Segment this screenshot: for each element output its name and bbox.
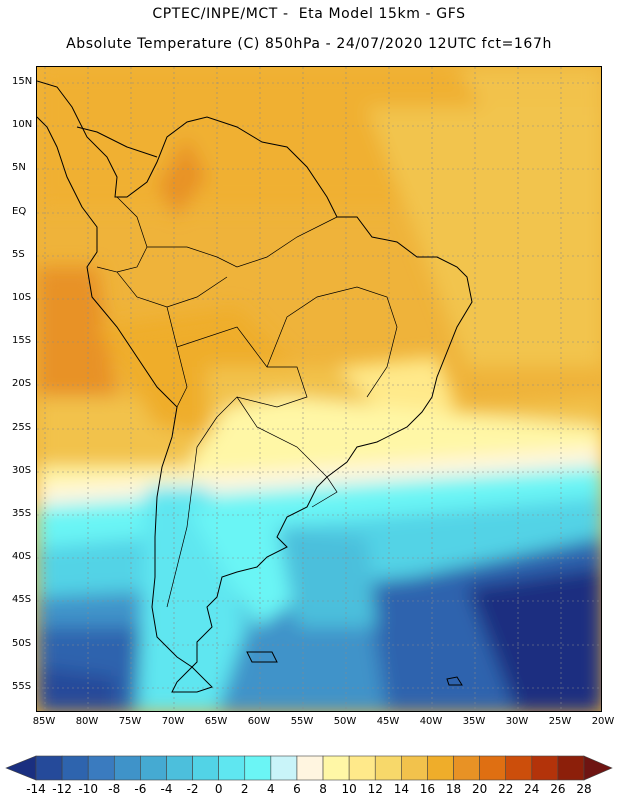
colorbar-tick-label: -4	[160, 782, 173, 796]
country-borders	[96, 196, 398, 608]
colorbar-swatch	[270, 755, 298, 781]
colorbar-tick-label: 20	[471, 782, 488, 796]
lat-label: EQ	[12, 205, 27, 217]
colorbar-swatch	[557, 755, 585, 781]
colorbar-swatch	[192, 755, 219, 781]
lon-label: 35W	[462, 716, 486, 727]
colorbar-swatch	[140, 755, 167, 781]
colorbar-tick-label: 0	[214, 782, 223, 796]
lon-label: 20W	[591, 716, 615, 727]
lon-label: 55W	[290, 716, 314, 727]
colorbar-tick-label: 8	[319, 782, 327, 796]
colorbar-tick-label: -6	[134, 782, 147, 796]
lat-label: 10N	[12, 119, 33, 131]
temperature-field	[37, 67, 601, 711]
lon-label: 45W	[376, 716, 400, 727]
lat-label: 30S	[12, 464, 32, 476]
colorbar-swatch	[87, 755, 115, 781]
colorbar-tick-label: -2	[186, 782, 199, 796]
lat-label: 25S	[12, 421, 32, 433]
lat-label: 15N	[12, 76, 33, 87]
colorbar-tick-label: 26	[550, 782, 566, 796]
lon-label: 80W	[75, 716, 99, 727]
colorbar-tick-label: 18	[445, 782, 462, 796]
colorbar-tick-label: -12	[52, 782, 72, 796]
colorbar-swatch	[453, 755, 480, 781]
colorbar-tick-label: 28	[576, 782, 592, 796]
colorbar-tick-label: 22	[498, 782, 514, 796]
colorbar-swatch	[479, 755, 507, 781]
lat-label: 10S	[12, 292, 32, 303]
map-subtitle: Absolute Temperature (C) 850hPa - 24/07/…	[66, 36, 552, 52]
colorbar-tick-label: 16	[419, 782, 436, 796]
lat-label: 15S	[12, 335, 32, 347]
colorbar-swatch	[401, 755, 428, 781]
colorbar	[5, 755, 613, 781]
lon-label: 40W	[419, 716, 443, 727]
colorbar-swatch	[296, 755, 324, 781]
colorbar-tick-label: 4	[267, 782, 275, 796]
colorbar-swatch	[374, 755, 402, 781]
colorbar-tick-label: 24	[524, 782, 540, 796]
colorbar-tick-label: -10	[78, 782, 98, 796]
lon-label: 25W	[548, 716, 572, 727]
lat-label: 20S	[12, 378, 32, 390]
colorbar-min-arrow	[5, 755, 37, 781]
lon-label: 75W	[118, 716, 142, 727]
colorbar-swatch	[505, 755, 533, 781]
colorbar-tick-label: 2	[240, 782, 249, 796]
colorbar-swatch	[166, 755, 193, 781]
lat-label: 5S	[12, 248, 25, 260]
map-title: CPTEC/INPE/MCT - Eta Model 15km - GFS	[152, 6, 466, 22]
lat-label: 50S	[12, 637, 32, 649]
lat-label: 40S	[12, 551, 32, 563]
colorbar-tick-label: -8	[108, 782, 121, 796]
colorbar-tick-label: 10	[341, 782, 357, 796]
colorbar-swatch	[244, 755, 272, 781]
coastline	[37, 80, 473, 693]
lat-label: 55S	[12, 680, 32, 692]
colorbar-swatch	[35, 755, 63, 781]
lat-label: 45S	[12, 594, 32, 606]
lon-label: 50W	[333, 716, 357, 727]
colorbar-swatch	[322, 755, 350, 781]
colorbar-swatch	[427, 755, 454, 781]
colorbar-tick-label: 12	[367, 782, 383, 796]
colorbar-tick-label: 14	[393, 782, 409, 796]
temperature-map	[36, 66, 602, 712]
colorbar-swatch	[531, 755, 559, 781]
colorbar-swatch	[61, 755, 89, 781]
colorbar-max-arrow	[583, 755, 613, 781]
colorbar-tick-label: -14	[26, 782, 46, 796]
lat-label: 5N	[12, 162, 26, 174]
lon-label: 30W	[505, 716, 529, 727]
lat-label: 35S	[12, 508, 32, 519]
colorbar-swatch	[348, 755, 376, 781]
lon-label: 85W	[32, 716, 56, 727]
lon-label: 60W	[247, 716, 271, 727]
lon-label: 65W	[204, 716, 228, 727]
colorbar-tick-label: 6	[293, 782, 301, 796]
colorbar-swatch	[218, 755, 246, 781]
lon-label: 70W	[161, 716, 185, 727]
gridlines	[37, 67, 601, 711]
colorbar-swatch	[113, 755, 141, 781]
